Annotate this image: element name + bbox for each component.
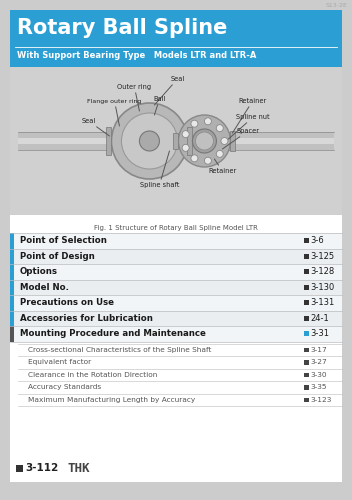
Circle shape — [182, 144, 189, 152]
Text: 3-31: 3-31 — [310, 329, 329, 338]
Bar — [304, 385, 308, 390]
Polygon shape — [219, 132, 334, 150]
Text: 3-123: 3-123 — [310, 397, 331, 403]
Circle shape — [205, 157, 212, 164]
Circle shape — [216, 150, 223, 158]
Circle shape — [191, 155, 198, 162]
Bar — [10, 233, 14, 248]
Bar — [304, 398, 308, 402]
Text: Flange outer ring: Flange outer ring — [87, 99, 142, 126]
Bar — [304, 372, 308, 377]
Bar — [14, 248, 342, 264]
Circle shape — [139, 131, 159, 151]
Bar — [14, 280, 342, 295]
Text: With Support Bearing Type   Models LTR and LTR-A: With Support Bearing Type Models LTR and… — [17, 51, 256, 60]
Text: Model No.: Model No. — [20, 283, 69, 292]
Text: Spline nut: Spline nut — [228, 114, 270, 139]
Polygon shape — [219, 138, 334, 143]
Text: 3-112: 3-112 — [25, 463, 58, 473]
Text: THK: THK — [67, 462, 89, 474]
Bar — [304, 316, 309, 321]
Text: Maximum Manufacturing Length by Accuracy: Maximum Manufacturing Length by Accuracy — [28, 397, 195, 403]
Text: Outer ring: Outer ring — [117, 84, 151, 111]
Bar — [14, 310, 342, 326]
Bar — [14, 264, 342, 280]
Bar — [187, 127, 193, 155]
Text: 3-128: 3-128 — [310, 267, 335, 276]
Bar — [10, 67, 342, 215]
Text: 3-125: 3-125 — [310, 252, 335, 261]
Text: Precautions on Use: Precautions on Use — [20, 298, 114, 307]
Bar — [304, 300, 309, 305]
Text: Mounting Procedure and Maintenance: Mounting Procedure and Maintenance — [20, 329, 206, 338]
Bar — [174, 133, 178, 149]
Bar — [14, 295, 342, 310]
Text: S13-2E: S13-2E — [326, 3, 348, 8]
Text: Fig. 1 Structure of Rotary Ball Spline Model LTR: Fig. 1 Structure of Rotary Ball Spline M… — [94, 225, 258, 231]
Text: 3-6: 3-6 — [310, 236, 324, 245]
Text: Spacer: Spacer — [222, 128, 259, 149]
Bar — [304, 269, 309, 274]
Text: Cross-sectional Characteristics of the Spline Shaft: Cross-sectional Characteristics of the S… — [28, 347, 211, 353]
Circle shape — [121, 113, 177, 169]
Bar — [106, 127, 112, 155]
Polygon shape — [18, 132, 114, 150]
Bar — [10, 310, 14, 326]
Bar — [304, 331, 309, 336]
Bar — [304, 238, 309, 244]
Text: 3-130: 3-130 — [310, 283, 335, 292]
Text: Seal: Seal — [81, 118, 109, 136]
Text: 3-27: 3-27 — [310, 359, 327, 365]
Text: Ball: Ball — [153, 96, 166, 115]
Text: Seal: Seal — [155, 76, 184, 105]
Bar — [10, 295, 14, 310]
Bar — [231, 131, 235, 151]
Text: Point of Design: Point of Design — [20, 252, 95, 261]
Circle shape — [112, 103, 188, 179]
Circle shape — [216, 124, 223, 132]
Bar — [304, 254, 309, 259]
Bar — [304, 360, 308, 364]
Text: Options: Options — [20, 267, 58, 276]
Circle shape — [182, 130, 189, 138]
Bar — [14, 326, 342, 342]
Circle shape — [195, 132, 213, 150]
Text: Accuracy Standards: Accuracy Standards — [28, 384, 101, 390]
Circle shape — [178, 115, 231, 167]
Text: 3-35: 3-35 — [310, 384, 327, 390]
Circle shape — [205, 118, 212, 125]
Text: Retainer: Retainer — [232, 98, 267, 133]
Bar — [10, 10, 342, 67]
Text: Equivalent factor: Equivalent factor — [28, 359, 91, 365]
Text: 3-30: 3-30 — [310, 372, 327, 378]
Text: Clearance in the Rotation Direction: Clearance in the Rotation Direction — [28, 372, 157, 378]
Bar — [10, 326, 14, 342]
Polygon shape — [18, 138, 114, 143]
Text: Accessories for Lubrication: Accessories for Lubrication — [20, 314, 153, 323]
Bar — [14, 233, 342, 248]
Bar — [304, 285, 309, 290]
Circle shape — [221, 138, 228, 144]
Circle shape — [191, 120, 198, 127]
Bar — [10, 280, 14, 295]
Text: Point of Selection: Point of Selection — [20, 236, 107, 245]
Circle shape — [193, 129, 216, 153]
Text: 3-131: 3-131 — [310, 298, 335, 307]
Bar — [16, 464, 23, 471]
Bar — [10, 248, 14, 264]
Bar — [304, 348, 308, 352]
Text: Retainer: Retainer — [208, 159, 237, 174]
Text: 24-1: 24-1 — [310, 314, 329, 323]
Text: Spline shaft: Spline shaft — [140, 151, 179, 188]
Text: 3-17: 3-17 — [310, 347, 327, 353]
Text: Rotary Ball Spline: Rotary Ball Spline — [17, 18, 227, 38]
Bar — [10, 264, 14, 280]
